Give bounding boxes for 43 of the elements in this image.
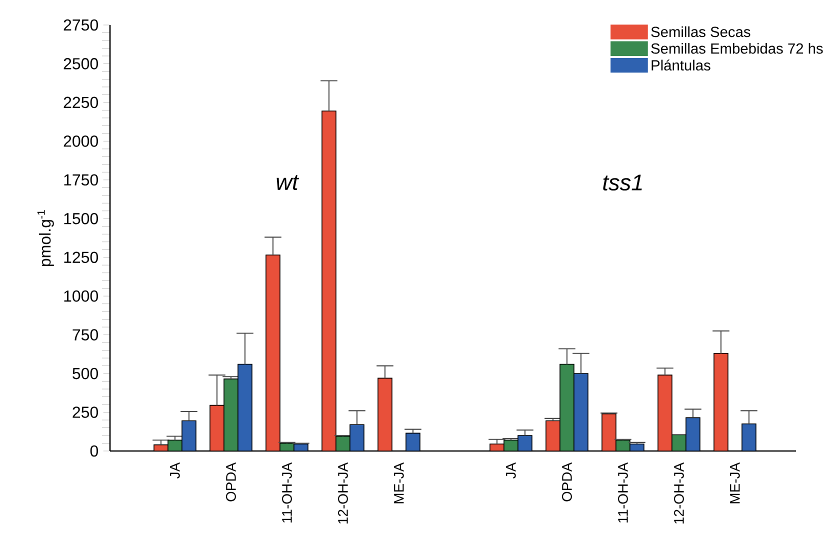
bar (210, 404, 224, 451)
x-tick-label: JA (506, 462, 516, 478)
bar (322, 110, 336, 451)
x-tick-label: 11-OH-JA (282, 462, 292, 522)
y-tick-label: 2750 (64, 19, 98, 31)
y-tick-label: 2000 (64, 136, 98, 147)
x-tick-label: ME-JA (394, 462, 404, 504)
y-tick-label: 250 (72, 406, 98, 418)
bar (224, 378, 238, 451)
y-tick-label: 750 (72, 329, 98, 340)
x-tick-label: JA (170, 462, 180, 478)
y-tick-label: 1250 (64, 252, 98, 264)
legend-label: Semillas Secas (651, 26, 750, 38)
x-tick-label: 11-OH-JA (618, 462, 628, 522)
x-tick-label: OPDA (226, 462, 236, 502)
bar (350, 424, 364, 451)
x-tick-label: OPDA (562, 462, 572, 502)
x-tick-label: 12-OH-JA (338, 462, 348, 524)
bar (378, 378, 392, 451)
bar (266, 254, 280, 451)
x-tick-label: 12-OH-JA (674, 462, 684, 524)
bar (182, 420, 196, 451)
legend-label: Semillas Embebidas 72 hs (651, 42, 823, 54)
bar (658, 374, 672, 451)
x-tick-label: ME-JA (730, 462, 740, 504)
bar (714, 352, 728, 451)
y-tick-label: 1000 (64, 290, 98, 302)
bar (686, 417, 700, 451)
annotation: wt (276, 175, 300, 190)
y-tick-label: 2250 (64, 96, 98, 108)
y-tick-label: 2500 (64, 58, 98, 70)
legend-label: Plántulas (652, 60, 710, 71)
bar (560, 364, 574, 451)
bar (546, 420, 560, 451)
y-tick-label: 1500 (64, 212, 98, 224)
y-tick-label: 0 (90, 445, 98, 457)
bar (602, 413, 616, 451)
y-tick-label: 1750 (64, 174, 98, 186)
annotation: tss1 (603, 174, 642, 191)
y-tick-label: 500 (72, 368, 98, 380)
bar (238, 364, 252, 451)
y-axis-title: pmol.g$^{-1}$ (37, 210, 54, 266)
bar (574, 373, 588, 451)
